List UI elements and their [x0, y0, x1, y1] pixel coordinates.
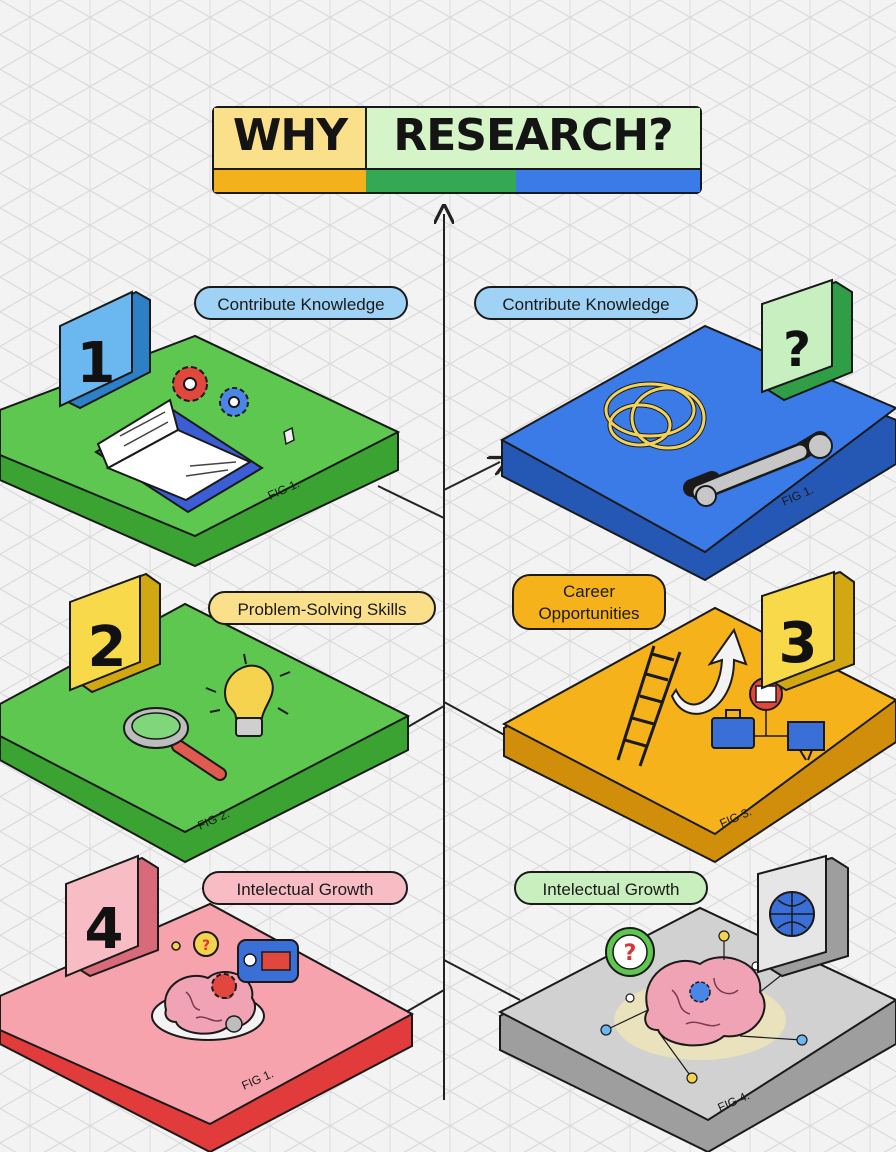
- svg-text:?: ?: [624, 941, 637, 966]
- label-contribute-knowledge-right: Contribute Knowledge: [474, 286, 698, 320]
- gear-icon: [211, 973, 237, 999]
- connector-card3: [405, 705, 445, 729]
- title-word-why: WHY: [232, 110, 348, 161]
- connector-card4: [443, 701, 511, 739]
- card-contribute-knowledge-blue[interactable]: FIG 1. ?: [499, 278, 896, 582]
- card-intellectual-growth-gray[interactable]: ? FIG 4.: [497, 854, 896, 1152]
- connector-card1: [377, 485, 445, 519]
- small-gear-icon: [225, 1015, 243, 1033]
- globe-icon: [757, 854, 849, 978]
- page-title: WHY RESEARCH?: [212, 104, 702, 194]
- title-word-research: RESEARCH?: [393, 110, 673, 161]
- wrench-head: [807, 433, 833, 459]
- card-problem-solving-green[interactable]: FIG 2. 2: [0, 572, 411, 864]
- upward-arrow-icon: [670, 627, 748, 715]
- number-label: 3: [779, 611, 818, 676]
- label-career-opportunities: Career Opportunities: [512, 574, 666, 630]
- label-problem-solving: Problem-Solving Skills: [208, 591, 436, 625]
- question-bubble-icon: ?: [605, 927, 655, 977]
- card-career-yellow[interactable]: FIG 3. 3: [501, 570, 896, 864]
- tangled-knot-icon-fill: [604, 382, 706, 450]
- svg-text:?: ?: [202, 938, 210, 954]
- label-career-line2: Opportunities: [538, 604, 640, 623]
- number-label: ?: [783, 322, 811, 378]
- number-badge: 3: [761, 570, 855, 692]
- connector-card2: [443, 462, 500, 491]
- magnifier-icon: [123, 707, 227, 781]
- computer-monitor-icon: [787, 721, 825, 761]
- brain-icon: [644, 956, 766, 1047]
- network-nodes: [600, 930, 808, 1084]
- title-block: [212, 106, 702, 194]
- label-intellectual-growth-left: Intelectual Growth: [202, 871, 408, 905]
- connector-card6: [443, 959, 521, 1001]
- gear-icon: [172, 366, 249, 417]
- label-contribute-knowledge-left: Contribute Knowledge: [194, 286, 408, 320]
- number-badge: 2: [69, 572, 161, 694]
- number-badge: 1: [59, 290, 151, 410]
- briefcase-icon: [711, 709, 755, 749]
- connector-card5: [405, 989, 445, 1013]
- node-dot: [171, 941, 181, 951]
- card-contribute-knowledge-green[interactable]: FIG 1. 1: [0, 290, 401, 568]
- number-badge: ?: [761, 278, 853, 402]
- open-book-icon: [94, 398, 264, 514]
- number-label: 4: [85, 897, 124, 962]
- connector-lines: [377, 214, 521, 1100]
- number-label: 1: [77, 331, 116, 396]
- number-label: 2: [88, 615, 127, 680]
- ladder-icon: [616, 645, 682, 767]
- number-badge: 4: [65, 854, 159, 978]
- question-bubble-icon: ?: [193, 931, 219, 957]
- wrench-icon: [693, 445, 807, 499]
- message-card-icon: [237, 939, 299, 983]
- light-bulb-icon: [205, 653, 291, 737]
- label-career-line1: Career: [563, 582, 615, 601]
- card-intellectual-growth-pink[interactable]: ? FIG 1. 4: [0, 854, 415, 1152]
- cursor-icon: [283, 426, 295, 446]
- label-intellectual-growth-right: Intelectual Growth: [514, 871, 708, 905]
- wrench-tail: [695, 485, 717, 507]
